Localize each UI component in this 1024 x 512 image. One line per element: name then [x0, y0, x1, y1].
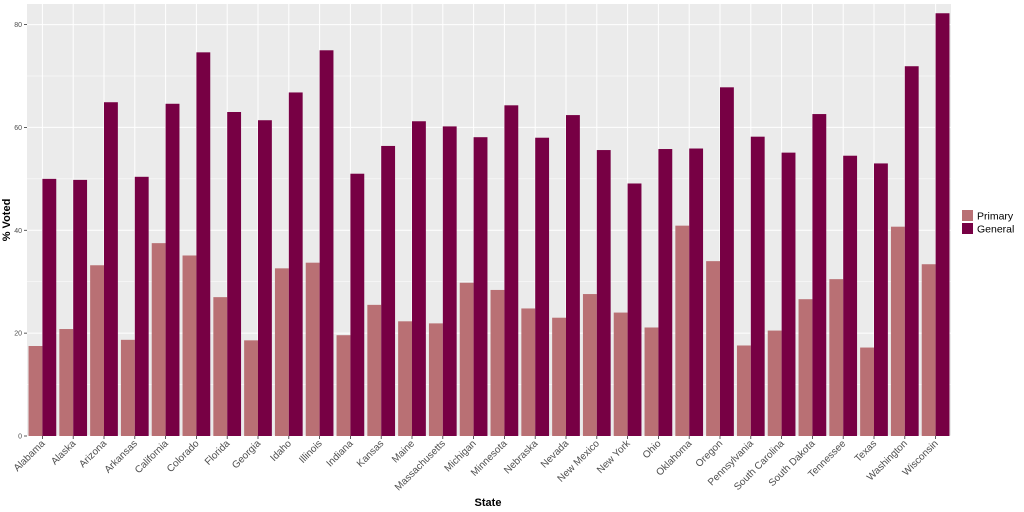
y-tick-label: 80: [14, 22, 22, 29]
x-tick-label: Indiana: [325, 438, 356, 469]
bar-primary: [182, 255, 197, 436]
bar-general: [196, 52, 211, 436]
bar-general: [658, 149, 673, 436]
bar-general: [750, 136, 765, 436]
bar-primary: [367, 304, 382, 436]
x-tick-label: Texas: [853, 438, 879, 464]
x-tick-label: Nebraska: [502, 438, 540, 476]
legend-swatch-primary: [962, 210, 973, 221]
bar-primary: [120, 339, 135, 436]
x-axis: Alabama Alaska ArizonaArkansasCaliforniaCo…: [12, 436, 941, 493]
bar-general: [319, 50, 334, 437]
bar-primary: [213, 297, 228, 436]
bar-general: [73, 179, 88, 436]
bar-general: [566, 115, 580, 436]
x-tick-label: Ohio: [641, 438, 664, 461]
bar-general: [473, 137, 488, 436]
x-tick-label: Illinois: [297, 438, 324, 465]
bar-general: [904, 66, 919, 436]
x-tick-label: Alabama: [12, 438, 48, 474]
legend-label-general: General: [977, 224, 1014, 236]
y-axis-title: % Voted: [1, 199, 13, 242]
bar-primary: [59, 329, 74, 436]
x-tick-label: Georgia: [230, 438, 263, 471]
y-axis: 0 20 40 60 80: [14, 22, 27, 441]
x-tick-label: Idaho: [268, 438, 294, 464]
bar-primary: [767, 330, 782, 436]
x-tick-label: Kansas: [355, 438, 386, 469]
legend-label-primary: Primary: [977, 211, 1014, 223]
bar-general: [596, 150, 611, 437]
x-axis-title: State: [475, 497, 502, 509]
bar-primary: [829, 279, 844, 436]
bar-primary: [675, 225, 690, 436]
bar-primary: [398, 321, 412, 436]
bar-general: [874, 163, 888, 436]
bar-general: [42, 178, 57, 436]
bar-primary: [305, 262, 320, 436]
bar-general: [412, 121, 426, 436]
bar-primary: [736, 345, 751, 436]
bar-primary: [336, 335, 351, 436]
bar-general: [442, 126, 457, 437]
bar-primary: [428, 323, 443, 436]
bar-primary: [552, 317, 566, 436]
y-tick-label: 0: [18, 434, 22, 441]
bar-primary: [28, 346, 43, 436]
bar-general: [935, 13, 950, 437]
bar-primary: [490, 289, 505, 436]
bar-general: [627, 183, 642, 436]
bar-primary: [890, 226, 905, 436]
bar-general: [720, 87, 734, 437]
bar-general: [504, 105, 519, 437]
bar-primary: [706, 261, 720, 436]
bar-primary: [798, 299, 813, 436]
x-tick-label: Colorado: [165, 438, 202, 475]
y-tick-label: 60: [14, 125, 22, 132]
x-tick-label: California: [133, 438, 171, 476]
bar-general: [843, 155, 858, 436]
bar-general: [350, 173, 365, 436]
bars: [28, 13, 950, 437]
bar-general: [535, 137, 550, 436]
bar-general: [381, 145, 396, 436]
bar-general: [104, 102, 118, 436]
bar-primary: [921, 264, 936, 436]
x-tick-label: New York: [595, 438, 633, 476]
bar-general: [288, 92, 303, 436]
bar-general: [781, 152, 796, 436]
bar-general: [227, 112, 242, 436]
x-tick-label: Maine: [390, 438, 417, 465]
bar-primary: [860, 347, 874, 436]
bar-primary: [274, 268, 289, 436]
bar-primary: [613, 312, 628, 436]
bar-primary: [151, 243, 166, 436]
x-tick-label: Alaska: [49, 438, 78, 467]
bar-primary: [582, 294, 597, 436]
y-tick-label: 20: [14, 331, 22, 338]
bar-primary: [459, 282, 474, 436]
bar-primary: [644, 327, 659, 436]
bar-general: [812, 114, 827, 437]
bar-primary: [521, 308, 536, 436]
bar-general: [258, 120, 272, 436]
bar-general: [689, 148, 704, 436]
bar-general: [165, 103, 180, 437]
bar-primary: [90, 265, 104, 436]
bar-primary: [244, 340, 258, 436]
legend-swatch-general: [962, 223, 973, 234]
x-tick-label: Florida: [203, 438, 233, 468]
y-tick-label: 40: [14, 228, 22, 235]
bar-general: [134, 176, 149, 437]
